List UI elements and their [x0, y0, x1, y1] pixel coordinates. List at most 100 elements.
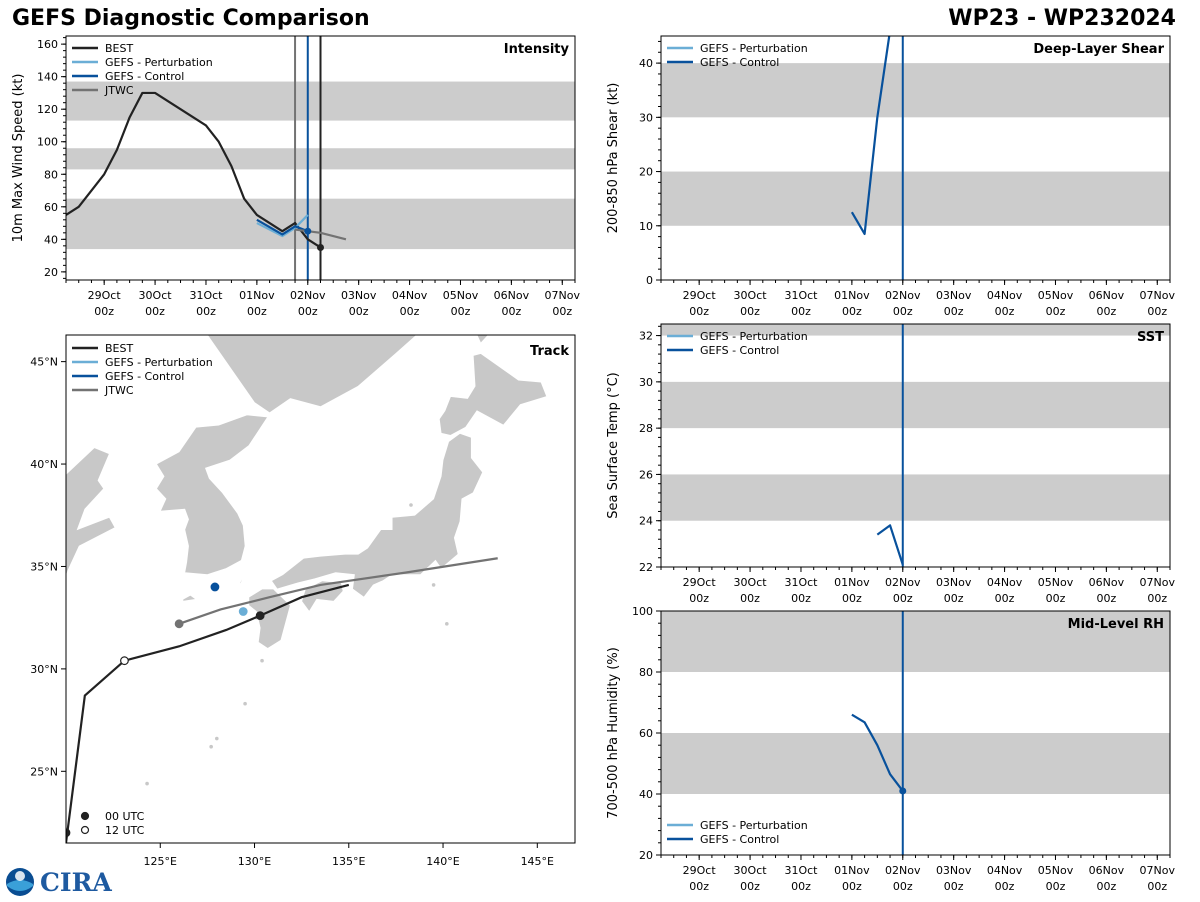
- x-tick-day-label: 05Nov: [443, 289, 479, 302]
- x-tick-hour-label: 00z: [1096, 880, 1116, 893]
- intensity-endpoint: [304, 227, 312, 235]
- shear-y-axis-label: 200-850 hPa Shear (kt): [606, 83, 621, 234]
- track-panel-title: Track: [530, 344, 569, 359]
- x-tick-hour-label: 00z: [1096, 305, 1116, 318]
- x-tick-day-label: 06Nov: [494, 289, 530, 302]
- land-hokkaido: [438, 353, 548, 436]
- y-tick-label: 100: [37, 136, 58, 149]
- legend-label: GEFS - Perturbation: [700, 42, 808, 55]
- panel-rh: 20 40 60 80 100 29Oct 00z 30Oct 00z 31Oct 00z 01Nov…: [606, 605, 1175, 893]
- x-tick-day-label: 04Nov: [987, 576, 1023, 589]
- x-tick-day-label: 05Nov: [1038, 576, 1074, 589]
- legend-label: GEFS - Perturbation: [700, 819, 808, 832]
- y-tick-label: 35°N: [30, 560, 58, 573]
- x-tick-hour-label: 00z: [94, 305, 114, 318]
- x-tick-day-label: 31Oct: [784, 576, 818, 589]
- rh-band-0: [661, 733, 1170, 794]
- panel-intensity: 20 40 60 80 100 120 140 160 29Oct 00z 30Oct 00z 31Oc…: [11, 35, 580, 318]
- intensity-series-gefs-perturbation: [256, 214, 309, 238]
- intensity-panel-title: Intensity: [504, 42, 570, 57]
- x-tick-day-label: 04Nov: [987, 864, 1023, 877]
- y-tick-label: 40: [639, 57, 653, 70]
- x-tick-day-label: 06Nov: [1089, 864, 1125, 877]
- x-tick-hour-label: 00z: [1147, 592, 1167, 605]
- x-tick-label: 135°E: [332, 855, 365, 868]
- y-tick-label: 120: [37, 103, 58, 116]
- land-island: [243, 701, 247, 706]
- x-tick-day-label: 03Nov: [936, 864, 972, 877]
- land-honshu: [270, 432, 484, 598]
- panel-shear: 0 10 20 30 40 29Oct 00z 30Oct 00z 31Oct 00z 01Nov 00…: [606, 35, 1175, 318]
- sst-band-1: [661, 381, 1170, 429]
- legend-label: BEST: [105, 42, 133, 55]
- x-tick-day-label: 01Nov: [834, 576, 870, 589]
- panel-sst: 22 24 26 28 30 32 29Oct 00z 30Oct 00z 31Oct 00z 01No…: [606, 323, 1176, 605]
- y-tick-label: 25°N: [30, 765, 58, 778]
- legend-label: JTWC: [104, 84, 134, 97]
- y-tick-label: 20: [639, 166, 653, 179]
- track-point: [238, 607, 248, 616]
- land-island: [145, 781, 149, 786]
- land-tsushima: [239, 572, 244, 586]
- x-tick-hour-label: 00z: [1147, 880, 1167, 893]
- intensity-y-axis-label: 10m Max Wind Speed (kt): [11, 74, 26, 243]
- x-tick-day-label: 30Oct: [139, 289, 173, 302]
- sst-frame: [660, 323, 1171, 568]
- cira-logo: CIRA: [4, 866, 114, 898]
- sst-series-gefs-control: [876, 524, 904, 566]
- x-tick-hour-label: 00z: [893, 592, 913, 605]
- land-kyushu: [248, 588, 291, 649]
- x-tick-hour-label: 00z: [944, 592, 964, 605]
- x-tick-day-label: 07Nov: [1140, 576, 1176, 589]
- noaa-logo-icon: [6, 868, 34, 896]
- rh-endpoint: [899, 787, 907, 795]
- x-tick-hour-label: 00z: [842, 305, 862, 318]
- y-tick-label: 40°N: [30, 458, 58, 471]
- land-island: [209, 744, 213, 749]
- sst-plot-area: [661, 324, 1170, 567]
- x-tick-day-label: 02Nov: [290, 289, 326, 302]
- track-frame: [65, 334, 576, 844]
- x-tick-hour-label: 00z: [1046, 592, 1066, 605]
- land-korea: [155, 414, 269, 576]
- y-tick-label: 24: [639, 515, 653, 528]
- x-tick-hour-label: 00z: [1046, 305, 1066, 318]
- x-tick-day-label: 04Nov: [392, 289, 428, 302]
- x-tick-hour-label: 00z: [400, 305, 420, 318]
- y-tick-label: 30°N: [30, 663, 58, 676]
- x-tick-day-label: 29Oct: [683, 864, 717, 877]
- cira-logo-text: CIRA: [40, 868, 112, 897]
- shear-panel-title: Deep-Layer Shear: [1033, 42, 1164, 57]
- x-tick-hour-label: 00z: [740, 880, 760, 893]
- land-island: [260, 658, 264, 663]
- x-tick-hour-label: 00z: [501, 305, 521, 318]
- rh-band-1: [661, 611, 1170, 672]
- x-tick-day-label: 07Nov: [1140, 864, 1176, 877]
- x-tick-hour-label: 00z: [791, 880, 811, 893]
- x-tick-hour-label: 00z: [740, 592, 760, 605]
- rh-plot-area: [661, 611, 1170, 855]
- x-tick-hour-label: 00z: [298, 305, 318, 318]
- intensity-series-jtwc: [294, 228, 347, 241]
- rh-y-axis-label: 700-500 hPa Humidity (%): [606, 647, 621, 819]
- track-point: [210, 582, 220, 592]
- shear-plot-area: [661, 36, 1170, 280]
- y-tick-label: 22: [639, 561, 653, 574]
- track-series-best: [66, 583, 350, 843]
- land-island: [215, 736, 219, 741]
- y-tick-label: 80: [44, 168, 58, 181]
- x-tick-hour-label: 00z: [893, 880, 913, 893]
- x-tick-label: 145°E: [521, 855, 554, 868]
- x-tick-day-label: 02Nov: [885, 576, 921, 589]
- shear-band-1: [661, 63, 1170, 118]
- x-tick-hour-label: 00z: [995, 880, 1015, 893]
- y-tick-label: 32: [639, 330, 653, 343]
- intensity-series-best: [66, 91, 322, 249]
- x-tick-hour-label: 00z: [1147, 305, 1167, 318]
- legend-label: GEFS - Perturbation: [105, 356, 213, 369]
- track-series-jtwc: [178, 557, 498, 625]
- y-tick-label: 160: [37, 38, 58, 51]
- x-tick-hour-label: 00z: [842, 592, 862, 605]
- intensity-plot-area: [66, 36, 575, 280]
- y-tick-label: 80: [639, 666, 653, 679]
